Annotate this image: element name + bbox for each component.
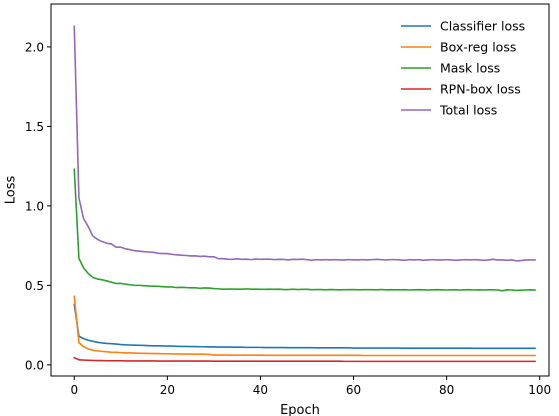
legend-label-3: RPN-box loss xyxy=(440,82,521,97)
x-tick-label: 100 xyxy=(528,383,551,397)
series-layer xyxy=(73,25,536,363)
series-line-3 xyxy=(73,356,536,363)
x-tick-label: 0 xyxy=(70,383,78,397)
legend-label-4: Total loss xyxy=(439,103,497,118)
y-axis-ticks: 0.0 0.5 1.0 1.5 2.0 xyxy=(25,40,51,372)
x-tick-label: 40 xyxy=(253,383,268,397)
legend-label-1: Box-reg loss xyxy=(440,40,516,55)
series-line-0 xyxy=(73,303,536,350)
y-tick-label: 1.0 xyxy=(25,199,44,213)
y-tick-label: 0.5 xyxy=(25,279,44,293)
x-axis-title: Epoch xyxy=(280,403,320,416)
x-tick-label: 80 xyxy=(439,383,454,397)
legend: Classifier loss Box-reg loss Mask loss RPN-… xyxy=(401,19,525,118)
series-line-4 xyxy=(73,25,536,262)
y-tick-label: 0.0 xyxy=(25,358,44,372)
x-tick-label: 60 xyxy=(346,383,361,397)
y-tick-label: 1.5 xyxy=(25,120,44,134)
x-axis-ticks: 0 20 40 60 80 100 xyxy=(70,376,551,397)
plot-frame xyxy=(50,3,550,377)
y-tick-label: 2.0 xyxy=(25,40,44,54)
series-line-1 xyxy=(73,295,536,357)
y-axis-title: Loss xyxy=(4,176,19,205)
series-line-2 xyxy=(73,168,536,292)
legend-label-0: Classifier loss xyxy=(440,19,525,34)
x-tick-label: 20 xyxy=(160,383,175,397)
legend-label-2: Mask loss xyxy=(440,61,500,76)
